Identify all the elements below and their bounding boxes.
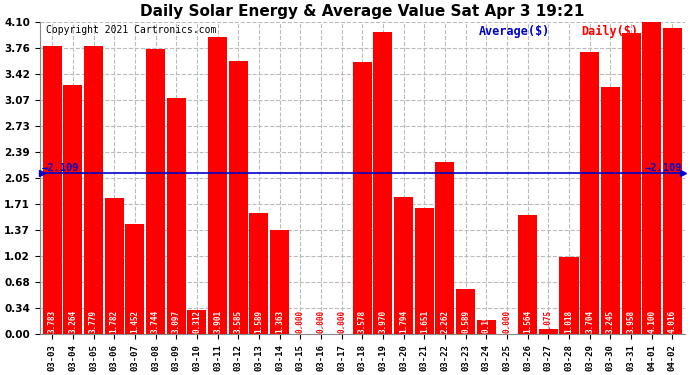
Text: 0.000: 0.000: [502, 310, 511, 333]
Text: 1.782: 1.782: [110, 310, 119, 333]
Bar: [146, 49, 165, 334]
Text: 3.901: 3.901: [213, 310, 222, 333]
Text: 0.075: 0.075: [544, 310, 553, 333]
Bar: [167, 98, 186, 334]
Text: 1.651: 1.651: [420, 310, 428, 333]
Bar: [84, 46, 103, 334]
Text: 4.016: 4.016: [668, 310, 677, 333]
Text: 3.264: 3.264: [68, 310, 77, 333]
Text: 3.578: 3.578: [358, 310, 367, 333]
Bar: [601, 87, 620, 334]
Bar: [188, 310, 206, 334]
Text: 3.779: 3.779: [89, 310, 98, 333]
Text: 1.794: 1.794: [399, 310, 408, 333]
Bar: [477, 320, 496, 334]
Text: 3.097: 3.097: [172, 310, 181, 333]
Bar: [208, 37, 227, 334]
Bar: [270, 230, 289, 334]
Text: 3.704: 3.704: [585, 310, 594, 333]
Text: 3.245: 3.245: [606, 310, 615, 333]
Text: Copyright 2021 Cartronics.com: Copyright 2021 Cartronics.com: [46, 25, 217, 35]
Bar: [105, 198, 124, 334]
Bar: [456, 290, 475, 334]
Text: 2.262: 2.262: [440, 310, 449, 333]
Bar: [249, 213, 268, 334]
Text: Average($): Average($): [478, 25, 550, 38]
Text: →2.109: →2.109: [42, 164, 79, 174]
Text: 4.100: 4.100: [647, 310, 656, 333]
Text: Daily($): Daily($): [582, 25, 638, 38]
Text: 0.589: 0.589: [461, 310, 470, 333]
Bar: [126, 224, 144, 334]
Text: 0.000: 0.000: [296, 310, 305, 333]
Bar: [353, 62, 372, 334]
Text: 3.744: 3.744: [151, 310, 160, 333]
Text: 3.585: 3.585: [234, 310, 243, 333]
Bar: [435, 162, 455, 334]
Bar: [43, 46, 61, 334]
Bar: [415, 209, 434, 334]
Text: 1.589: 1.589: [255, 310, 264, 333]
Text: 1.452: 1.452: [130, 310, 139, 333]
Text: 3.970: 3.970: [378, 310, 388, 333]
Bar: [373, 32, 393, 334]
Bar: [394, 198, 413, 334]
Bar: [622, 33, 640, 334]
Text: 3.783: 3.783: [48, 310, 57, 333]
Bar: [539, 328, 558, 334]
Text: 3.958: 3.958: [627, 310, 635, 333]
Text: 0.000: 0.000: [337, 310, 346, 333]
Text: 0.000: 0.000: [317, 310, 326, 333]
Title: Daily Solar Energy & Average Value Sat Apr 3 19:21: Daily Solar Energy & Average Value Sat A…: [140, 4, 584, 19]
Bar: [580, 52, 599, 334]
Bar: [642, 22, 661, 334]
Bar: [228, 61, 248, 334]
Text: 0.312: 0.312: [193, 310, 201, 333]
Text: 1.363: 1.363: [275, 310, 284, 333]
Bar: [663, 28, 682, 334]
Text: 0.193: 0.193: [482, 310, 491, 333]
Text: 1.018: 1.018: [564, 310, 573, 333]
Bar: [63, 86, 82, 334]
Bar: [518, 215, 537, 334]
Text: →2.109: →2.109: [645, 164, 682, 174]
Text: 1.564: 1.564: [523, 310, 532, 333]
Bar: [560, 256, 578, 334]
